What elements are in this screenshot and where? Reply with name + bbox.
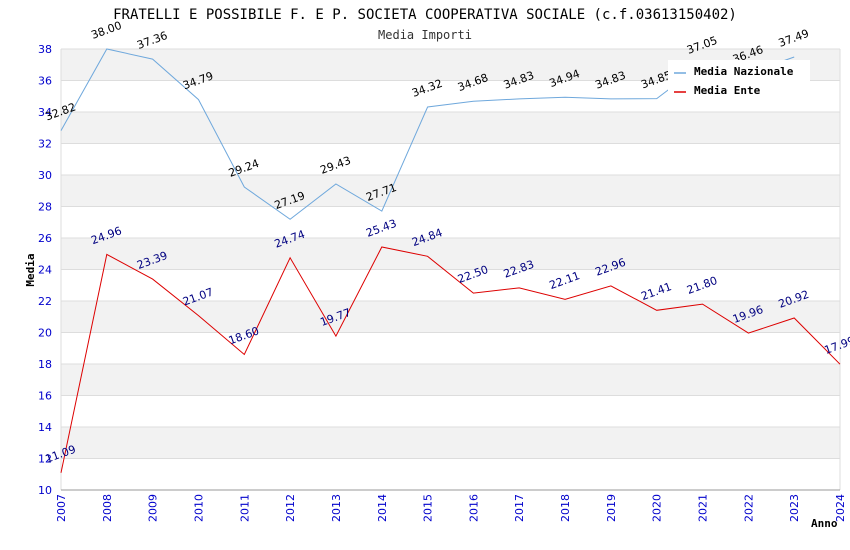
- x-tick-label: 2007: [55, 494, 68, 522]
- y-tick-label: 30: [38, 169, 52, 182]
- x-tick-label: 2019: [605, 494, 618, 522]
- x-tick-label: 2021: [697, 494, 710, 522]
- y-tick-label: 14: [38, 421, 52, 434]
- legend-label-nazionale: Media Nazionale: [694, 65, 794, 78]
- gridlines: [60, 48, 841, 491]
- legend: Media Nazionale Media Ente: [668, 60, 810, 102]
- y-tick-label: 36: [38, 75, 52, 88]
- y-tick-label: 20: [38, 327, 52, 340]
- x-axis-ticks: 2007 2008 2009 2010 2011 2012 2013 2014 2015 2016…: [55, 494, 847, 522]
- legend-label-ente: Media Ente: [694, 84, 761, 97]
- grid-band: [61, 364, 840, 396]
- y-tick-label: 16: [38, 390, 52, 403]
- y-tick-label: 26: [38, 232, 52, 245]
- y-tick-label: 18: [38, 358, 52, 371]
- x-tick-label: 2014: [376, 494, 389, 522]
- x-tick-label: 2012: [284, 494, 297, 522]
- chart-subtitle: Media Importi: [378, 28, 472, 42]
- grid-band: [61, 395, 840, 427]
- y-tick-label: 34: [38, 106, 52, 119]
- x-tick-label: 2022: [742, 494, 755, 522]
- grid-band: [61, 301, 840, 333]
- series-line-ente: [60, 246, 841, 473]
- y-tick-label: 24: [38, 264, 52, 277]
- x-tick-label: 2011: [238, 494, 251, 522]
- grid-band: [61, 332, 840, 364]
- y-tick-label: 22: [38, 295, 52, 308]
- y-tick-label: 10: [38, 484, 52, 497]
- grid-band: [61, 458, 840, 490]
- chart-title: FRATELLI E POSSIBILE F. E P. SOCIETA COO…: [113, 7, 737, 23]
- x-tick-label: 2015: [422, 494, 435, 522]
- data-label: 37.49: [777, 27, 811, 50]
- x-tick-label: 2020: [651, 494, 664, 522]
- x-tick-label: 2023: [788, 494, 801, 522]
- y-axis-ticks: 10 12 14 16 18 20 22 24 26 28 30 32 34 36 38: [38, 43, 52, 497]
- legend-background: [668, 60, 810, 102]
- grid-band: [61, 206, 840, 238]
- x-tick-label: 2017: [513, 494, 526, 522]
- data-label: 37.36: [135, 29, 169, 52]
- y-tick-label: 28: [38, 201, 52, 214]
- y-tick-label: 12: [38, 453, 52, 466]
- y-axis-label: Media: [24, 253, 37, 286]
- x-tick-label: 2018: [559, 494, 572, 522]
- background-bands: [61, 49, 840, 490]
- x-tick-label: 2008: [101, 494, 114, 522]
- x-tick-label: 2013: [330, 494, 343, 522]
- grid-band: [61, 175, 840, 207]
- grid-band: [61, 112, 840, 144]
- y-tick-label: 32: [38, 138, 52, 151]
- grid-band: [61, 238, 840, 270]
- x-tick-label: 2009: [147, 494, 160, 522]
- x-tick-label: 2024: [834, 494, 847, 522]
- grid-band: [61, 427, 840, 459]
- x-tick-label: 2016: [467, 494, 480, 522]
- y-tick-label: 38: [38, 43, 52, 56]
- grid-band: [61, 143, 840, 175]
- x-tick-label: 2010: [192, 494, 205, 522]
- x-axis-label: Anno: [811, 517, 838, 530]
